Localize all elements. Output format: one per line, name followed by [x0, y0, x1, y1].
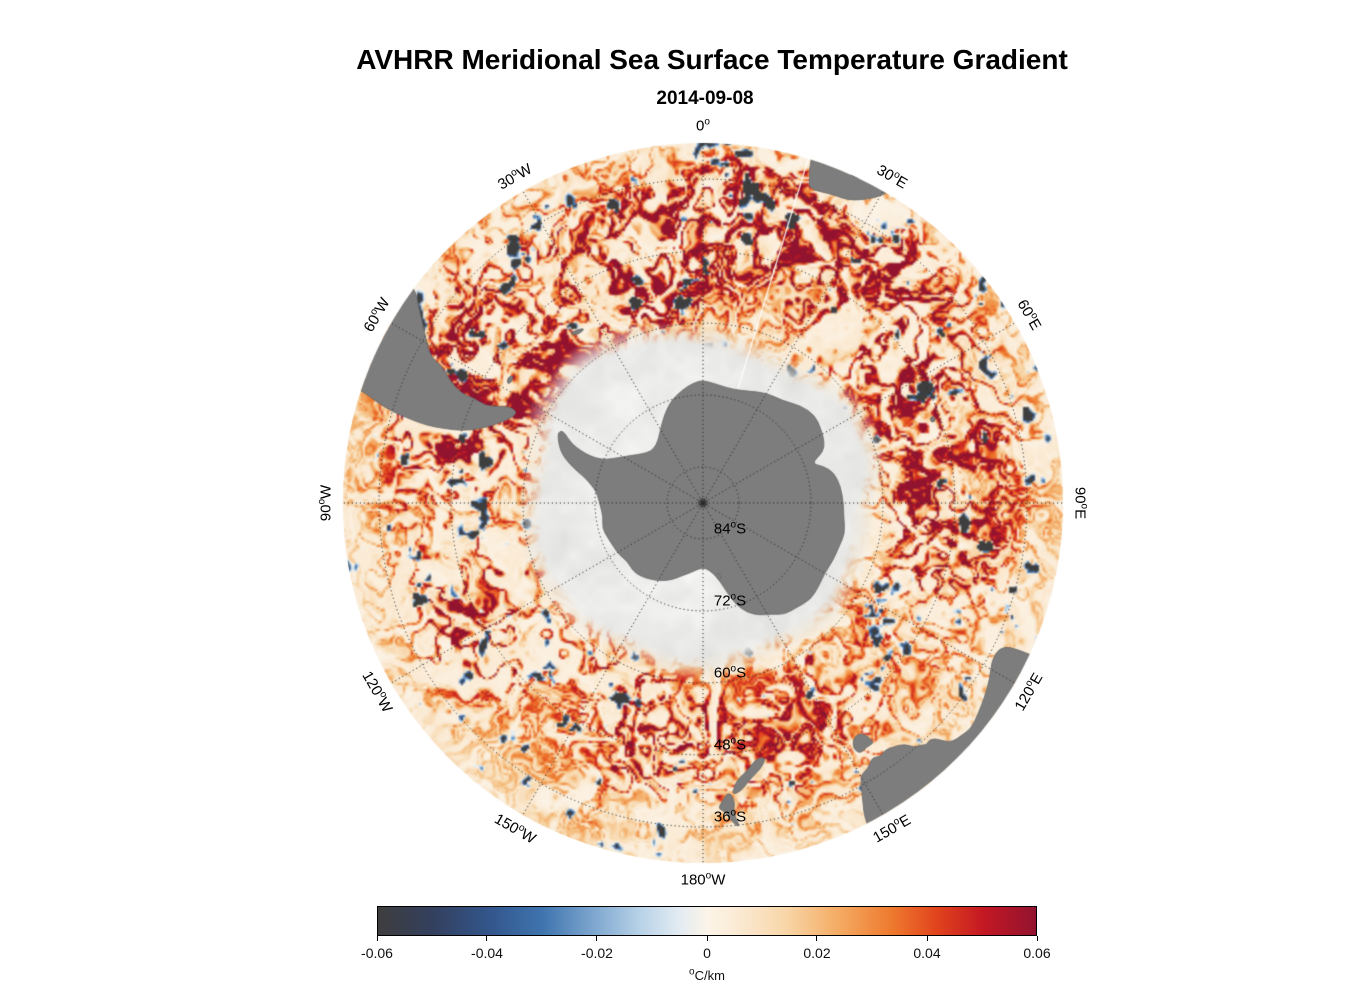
colorbar-tick-label-0: 0	[703, 945, 711, 961]
colorbar-tick-label--0.02: -0.02	[581, 945, 613, 961]
colorbar-unit-text: C/km	[694, 968, 725, 983]
colorbar-tick-label-0.06: 0.06	[1023, 945, 1051, 961]
colorbar-tick-mark	[1036, 936, 1038, 941]
parallel-label-36S: 36oS	[713, 807, 747, 826]
colorbar-tick-mark	[816, 936, 818, 941]
colorbar-unit-sup: o	[689, 966, 695, 978]
colorbar-tick-label-0.04: 0.04	[913, 945, 941, 961]
parallel-label-84S: 84oS	[713, 519, 747, 538]
colorbar: -0.06 -0.04 -0.02 0 0.02 0.04 0.06 oC/km	[361, 906, 1051, 992]
colorbar-tick-label--0.04: -0.04	[471, 945, 503, 961]
parallel-label-60S: 60oS	[713, 663, 747, 682]
parallel-label-48S: 48oS	[713, 735, 747, 754]
meridian-label-180W: 180oW	[680, 870, 726, 889]
colorbar-tick-mark	[596, 936, 598, 941]
colorbar-tick-mark	[706, 936, 708, 941]
colorbar-tick-mark	[926, 936, 928, 941]
colorbar-gradient	[377, 906, 1037, 936]
colorbar-unit-label: oC/km	[689, 966, 725, 983]
meridian-label-90E: 90oE	[1071, 486, 1090, 520]
colorbar-tick-mark	[376, 936, 378, 941]
colorbar-tick-mark	[486, 936, 488, 941]
meridian-label-90W: 90oW	[316, 484, 335, 522]
colorbar-ticks: -0.06 -0.04 -0.02 0 0.02 0.04 0.06	[361, 906, 1051, 966]
colorbar-tick-label-0.02: 0.02	[803, 945, 831, 961]
colorbar-tick-label--0.06: -0.06	[361, 945, 393, 961]
meridian-label-0: 0o	[696, 116, 710, 135]
parallel-label-72S: 72oS	[713, 591, 747, 610]
